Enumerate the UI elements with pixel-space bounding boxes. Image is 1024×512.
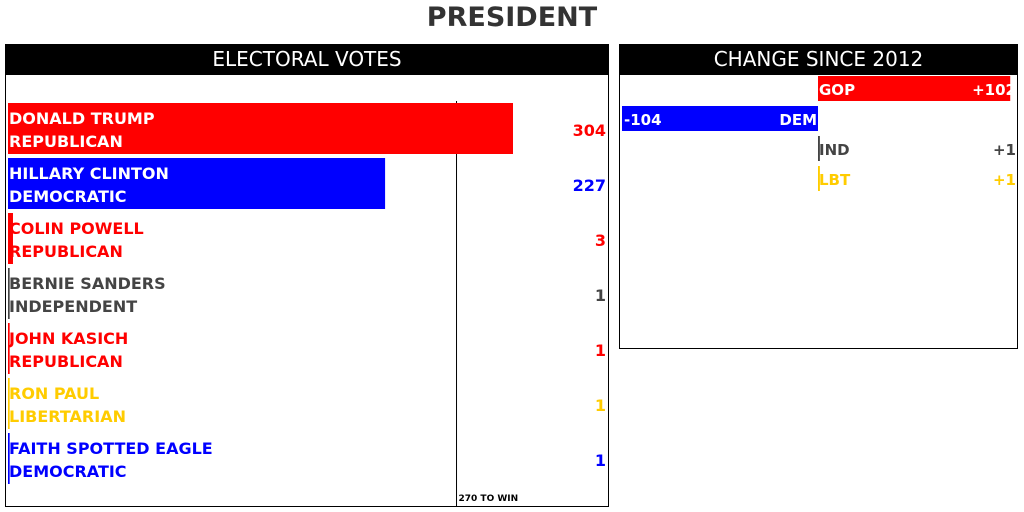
- change-since-2012-panel: CHANGE SINCE 2012 GOP +102 DEM -104 IND +1 LBT…: [619, 44, 1018, 349]
- change-label-gop: GOP: [819, 81, 855, 99]
- candidate-name-ron-paul: RON PAUL: [9, 384, 99, 403]
- candidate-party-ron-paul: LIBERTARIAN: [9, 407, 126, 426]
- candidate-party-donald-trump: REPUBLICAN: [9, 132, 123, 151]
- win-threshold-label: 270 TO WIN: [459, 494, 519, 504]
- candidate-name-bernie-sanders: BERNIE SANDERS: [9, 274, 166, 293]
- candidate-party-hillary-clinton: DEMOCRATIC: [9, 187, 127, 206]
- votes-colin-powell: 3: [595, 231, 606, 250]
- bar-john-kasich: [8, 323, 10, 374]
- change-bar-gop: [818, 76, 1011, 101]
- page-title: PRESIDENT: [426, 2, 598, 33]
- candidate-name-john-kasich: JOHN KASICH: [8, 329, 128, 348]
- change-label-dem: DEM: [779, 111, 817, 129]
- votes-donald-trump: 304: [573, 121, 606, 140]
- candidate-party-john-kasich: REPUBLICAN: [9, 352, 123, 371]
- change-bar-lbt: [818, 166, 820, 191]
- change-value-gop: +102: [972, 81, 1016, 99]
- votes-faith-spotted-eagle: 1: [595, 451, 606, 470]
- change-value-ind: +1: [993, 141, 1016, 159]
- candidate-name-hillary-clinton: HILLARY CLINTON: [9, 164, 169, 183]
- change-label-ind: IND: [819, 141, 850, 159]
- candidate-name-faith-spotted-eagle: FAITH SPOTTED EAGLE: [9, 439, 213, 458]
- candidate-name-donald-trump: DONALD TRUMP: [9, 109, 155, 128]
- change-bar-ind: [818, 136, 820, 161]
- bar-colin-powell: [8, 213, 13, 264]
- change-label-lbt: LBT: [819, 171, 851, 189]
- electoral-votes-chart: 270 TO WIN DONALD TRUMP REPUBLICAN 304 HILLA…: [8, 101, 606, 506]
- candidate-name-colin-powell: COLIN POWELL: [9, 219, 144, 238]
- votes-ron-paul: 1: [595, 396, 606, 415]
- candidate-party-bernie-sanders: INDEPENDENT: [9, 297, 137, 316]
- change-chart: GOP +102 DEM -104 IND +1 LBT +1: [622, 76, 1016, 191]
- bar-ron-paul: [8, 378, 10, 429]
- bar-faith-spotted-eagle: [8, 433, 10, 484]
- votes-hillary-clinton: 227: [573, 176, 606, 195]
- electoral-votes-panel: ELECTORAL VOTES 270 TO WIN DONALD TRUMP RE…: [5, 44, 609, 507]
- bar-donald-trump: [8, 103, 513, 154]
- votes-john-kasich: 1: [595, 341, 606, 360]
- candidate-party-faith-spotted-eagle: DEMOCRATIC: [9, 462, 127, 481]
- bar-bernie-sanders: [8, 268, 10, 319]
- electoral-votes-header: ELECTORAL VOTES: [5, 44, 609, 75]
- votes-bernie-sanders: 1: [595, 286, 606, 305]
- change-value-lbt: +1: [993, 171, 1016, 189]
- change-value-dem: -104: [624, 111, 662, 129]
- bar-hillary-clinton: [8, 158, 386, 209]
- candidate-party-colin-powell: REPUBLICAN: [9, 242, 123, 261]
- change-since-2012-header: CHANGE SINCE 2012: [619, 44, 1018, 75]
- change-bar-dem: [622, 106, 818, 131]
